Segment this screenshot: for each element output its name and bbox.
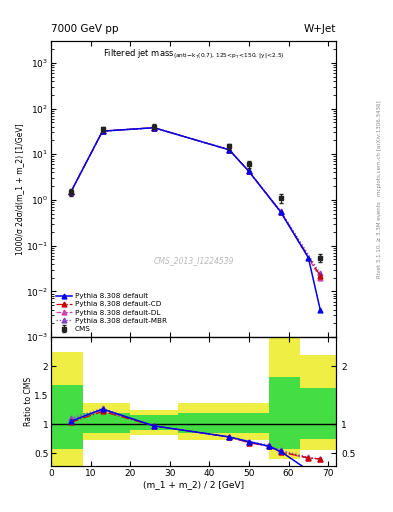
Pythia 8.308 default-CD <box>246 168 251 175</box>
Bar <box>83 413 130 433</box>
Bar <box>130 415 178 430</box>
Pythia 8.308 default <box>100 128 105 134</box>
Text: Filtered jet mass$\mathregular{_{(anti\!-\!k_T(0.7),\,125\!<\!p_T\!<\!150,\,|y|\: Filtered jet mass$\mathregular{_{(anti\!… <box>103 48 285 62</box>
Pythia 8.308 default <box>318 307 323 313</box>
Bar <box>269 337 300 459</box>
Pythia 8.308 default-CD <box>152 124 156 131</box>
Text: W+Jet: W+Jet <box>304 24 336 34</box>
Pythia 8.308 default <box>227 147 231 153</box>
Pythia 8.308 default-CD <box>278 209 283 215</box>
Pythia 8.308 default-MBR <box>246 168 251 175</box>
Pythia 8.308 default-DL <box>100 128 105 134</box>
Pythia 8.308 default <box>246 168 251 175</box>
Bar <box>51 352 83 466</box>
Pythia 8.308 default <box>152 124 156 131</box>
Pythia 8.308 default-DL <box>152 124 156 131</box>
Pythia 8.308 default-CD <box>68 189 73 195</box>
Pythia 8.308 default-CD <box>100 128 105 134</box>
Text: 7000 GeV pp: 7000 GeV pp <box>51 24 119 34</box>
Text: Rivet 3.1.10, ≥ 3.3M events   mcplots.cern.ch [arXiv:1306.3436]: Rivet 3.1.10, ≥ 3.3M events mcplots.cern… <box>377 101 382 278</box>
Pythia 8.308 default-DL <box>278 209 283 215</box>
Bar <box>51 385 83 449</box>
Pythia 8.308 default-MBR <box>68 189 73 195</box>
Pythia 8.308 default <box>278 209 283 215</box>
Pythia 8.308 default-MBR <box>152 124 156 131</box>
Pythia 8.308 default-CD <box>227 147 231 153</box>
Pythia 8.308 default-MBR <box>318 270 323 276</box>
Pythia 8.308 default-MBR <box>227 147 231 153</box>
Y-axis label: Ratio to CMS: Ratio to CMS <box>24 377 33 426</box>
X-axis label: (m_1 + m_2) / 2 [GeV]: (m_1 + m_2) / 2 [GeV] <box>143 480 244 489</box>
Pythia 8.308 default-MBR <box>100 128 105 134</box>
Pythia 8.308 default-MBR <box>278 208 283 214</box>
Bar <box>300 388 336 439</box>
Pythia 8.308 default <box>68 189 73 195</box>
Pythia 8.308 default <box>306 254 311 261</box>
Pythia 8.308 default-DL <box>68 189 73 195</box>
Y-axis label: 1000/σ 2dσ/d(m_1 + m_2) [1/GeV]: 1000/σ 2dσ/d(m_1 + m_2) [1/GeV] <box>16 123 25 255</box>
Line: Pythia 8.308 default-DL: Pythia 8.308 default-DL <box>68 125 323 280</box>
Bar <box>269 377 300 449</box>
Pythia 8.308 default-DL <box>246 168 251 175</box>
Bar <box>178 413 269 433</box>
Bar <box>300 354 336 450</box>
Legend: Pythia 8.308 default, Pythia 8.308 default-CD, Pythia 8.308 default-DL, Pythia 8: Pythia 8.308 default, Pythia 8.308 defau… <box>55 292 168 333</box>
Bar <box>130 410 178 435</box>
Line: Pythia 8.308 default-MBR: Pythia 8.308 default-MBR <box>68 125 323 275</box>
Pythia 8.308 default-DL <box>318 274 323 281</box>
Bar <box>83 403 130 440</box>
Pythia 8.308 default-CD <box>318 273 323 279</box>
Text: CMS_2013_I1224539: CMS_2013_I1224539 <box>153 255 234 265</box>
Line: Pythia 8.308 default: Pythia 8.308 default <box>68 125 323 312</box>
Pythia 8.308 default-DL <box>227 147 231 153</box>
Bar <box>178 403 269 440</box>
Line: Pythia 8.308 default-CD: Pythia 8.308 default-CD <box>68 125 323 278</box>
